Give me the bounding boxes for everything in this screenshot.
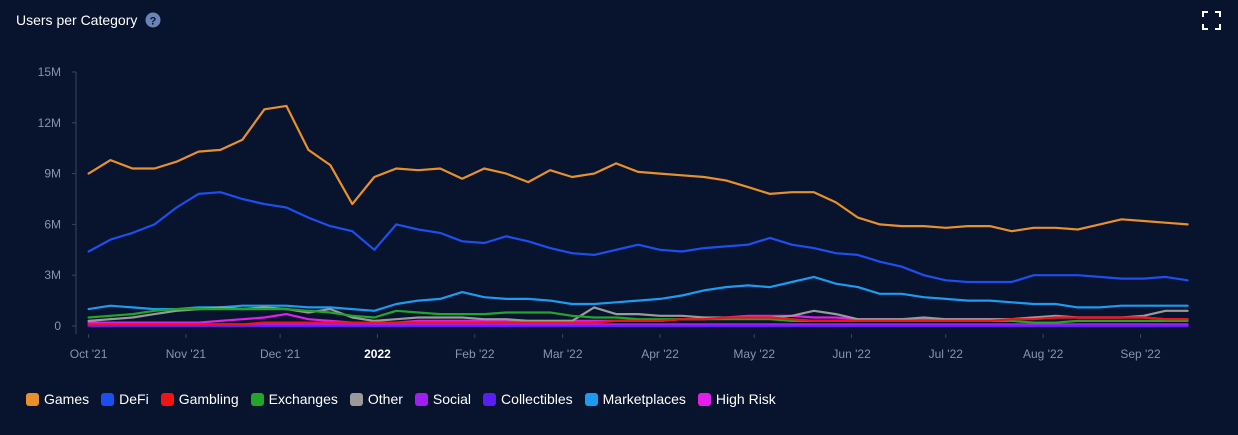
legend-item[interactable]: Other: [349, 391, 403, 407]
y-tick-label: 6M: [44, 217, 61, 231]
x-tick-label: Apr '22: [641, 347, 679, 361]
x-tick-label: Sep '22: [1120, 347, 1161, 361]
y-tick-label: 9M: [44, 167, 61, 181]
series-line: [87, 104, 1189, 233]
x-tick-label: Jul '22: [929, 347, 964, 361]
x-tick-label: 2022: [364, 347, 391, 361]
legend-swatch: [483, 392, 497, 406]
legend: Games DeFi Gambling Exchanges Other Social Col…: [26, 391, 776, 407]
legend-item[interactable]: High Risk: [697, 391, 776, 407]
y-tick-label: 3M: [44, 268, 61, 282]
series-line: [87, 275, 1189, 312]
x-tick-label: Nov '21: [166, 347, 207, 361]
series-line: [87, 316, 1189, 326]
x-tick-label: Oct '21: [70, 347, 108, 361]
legend-label: Other: [367, 391, 403, 407]
series-line: [87, 308, 1189, 324]
legend-swatch: [160, 392, 174, 406]
x-tick-label: Dec '21: [260, 347, 301, 361]
legend-label: Exchanges: [268, 391, 338, 407]
legend-swatch: [26, 392, 39, 406]
x-tick-label: Feb '22: [455, 347, 495, 361]
legend-label: Marketplaces: [602, 391, 686, 407]
series-line: [87, 191, 1189, 284]
help-icon[interactable]: ?: [145, 12, 161, 28]
legend-label: High Risk: [715, 391, 776, 407]
x-tick-label: Mar '22: [543, 347, 583, 361]
x-tick-label: Jun '22: [832, 347, 871, 361]
legend-swatch: [250, 392, 264, 406]
legend-swatch: [584, 392, 598, 406]
legend-swatch: [414, 392, 428, 406]
legend-label: DeFi: [119, 391, 149, 407]
chart-title: Users per Category: [16, 12, 137, 28]
legend-item[interactable]: Social: [414, 391, 472, 407]
legend-item[interactable]: Collectibles: [483, 391, 573, 407]
legend-label: Collectibles: [501, 391, 573, 407]
y-tick-label: 15M: [38, 65, 61, 79]
expand-icon[interactable]: [1202, 11, 1221, 30]
legend-label: Games: [44, 391, 90, 407]
y-tick-label: 12M: [38, 116, 61, 130]
x-tick-label: Aug '22: [1023, 347, 1064, 361]
svg-text:?: ?: [150, 16, 157, 28]
legend-label: Social: [432, 391, 472, 407]
legend-swatch: [697, 392, 711, 406]
legend-label: Gambling: [178, 391, 239, 407]
legend-swatch: [349, 392, 363, 406]
legend-item[interactable]: Exchanges: [250, 391, 338, 407]
legend-item[interactable]: Gambling: [160, 391, 239, 407]
legend-swatch: [101, 392, 115, 406]
legend-item[interactable]: Marketplaces: [584, 391, 686, 407]
x-tick-label: May '22: [733, 347, 775, 361]
legend-item[interactable]: Games: [26, 391, 89, 407]
legend-item[interactable]: DeFi: [101, 391, 149, 407]
y-tick-label: 0: [54, 319, 61, 333]
